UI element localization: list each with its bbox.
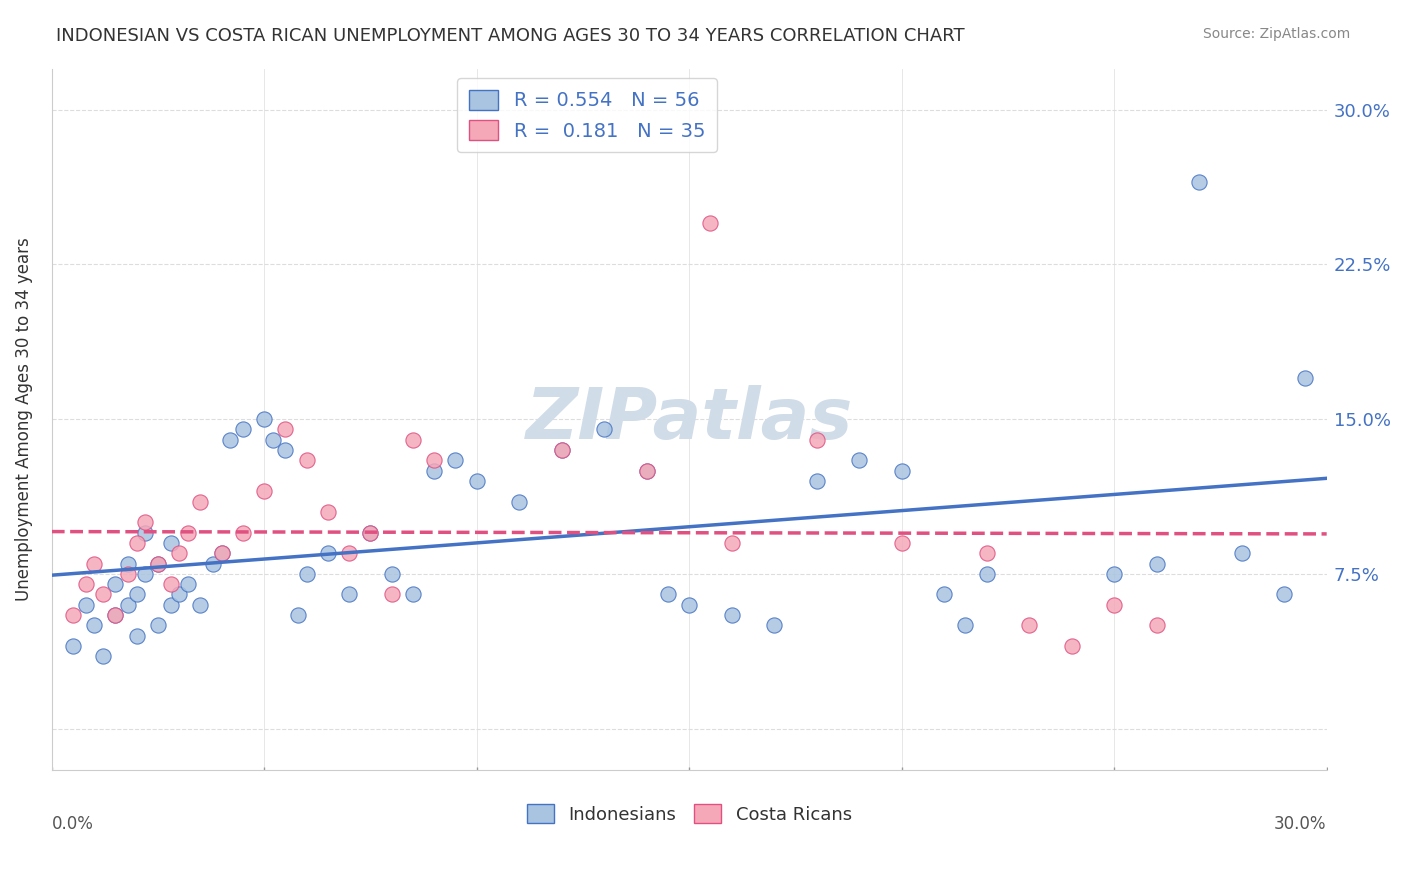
Point bbox=[1146, 557, 1168, 571]
Point bbox=[83, 618, 105, 632]
Point bbox=[551, 443, 574, 458]
Point bbox=[381, 587, 404, 601]
Point bbox=[636, 464, 658, 478]
Point bbox=[104, 577, 127, 591]
Point bbox=[806, 433, 828, 447]
Point bbox=[976, 566, 998, 581]
Point bbox=[134, 566, 156, 581]
Point bbox=[134, 515, 156, 529]
Point bbox=[125, 536, 148, 550]
Point bbox=[117, 566, 139, 581]
Point bbox=[848, 453, 870, 467]
Y-axis label: Unemployment Among Ages 30 to 34 years: Unemployment Among Ages 30 to 34 years bbox=[15, 237, 32, 601]
Point bbox=[295, 566, 318, 581]
Point bbox=[636, 464, 658, 478]
Point bbox=[699, 216, 721, 230]
Point bbox=[253, 484, 276, 499]
Text: 30.0%: 30.0% bbox=[1274, 815, 1327, 833]
Point bbox=[190, 598, 212, 612]
Point bbox=[316, 505, 339, 519]
Point bbox=[146, 618, 169, 632]
Point bbox=[232, 525, 254, 540]
Point bbox=[211, 546, 233, 560]
Point bbox=[508, 494, 530, 508]
Point bbox=[720, 536, 742, 550]
Point bbox=[62, 608, 84, 623]
Point bbox=[62, 639, 84, 653]
Point bbox=[295, 453, 318, 467]
Point bbox=[360, 525, 382, 540]
Point bbox=[402, 433, 425, 447]
Point bbox=[337, 587, 360, 601]
Point bbox=[763, 618, 786, 632]
Point bbox=[159, 577, 181, 591]
Point bbox=[1146, 618, 1168, 632]
Point bbox=[274, 443, 297, 458]
Point bbox=[104, 608, 127, 623]
Point bbox=[934, 587, 956, 601]
Point bbox=[720, 608, 742, 623]
Point bbox=[890, 536, 912, 550]
Point bbox=[104, 608, 127, 623]
Point bbox=[83, 557, 105, 571]
Point bbox=[146, 557, 169, 571]
Point bbox=[1102, 598, 1125, 612]
Point bbox=[202, 557, 225, 571]
Point bbox=[444, 453, 467, 467]
Point bbox=[402, 587, 425, 601]
Point bbox=[75, 577, 97, 591]
Point bbox=[337, 546, 360, 560]
Point bbox=[125, 629, 148, 643]
Point bbox=[976, 546, 998, 560]
Point bbox=[465, 474, 488, 488]
Legend: Indonesians, Costa Ricans: Indonesians, Costa Ricans bbox=[519, 797, 859, 830]
Point bbox=[1018, 618, 1040, 632]
Point bbox=[134, 525, 156, 540]
Text: ZIPatlas: ZIPatlas bbox=[526, 384, 853, 454]
Point bbox=[287, 608, 309, 623]
Point bbox=[211, 546, 233, 560]
Point bbox=[1188, 175, 1211, 189]
Point bbox=[253, 412, 276, 426]
Point bbox=[423, 453, 446, 467]
Point bbox=[167, 587, 190, 601]
Point bbox=[657, 587, 679, 601]
Point bbox=[1060, 639, 1083, 653]
Point bbox=[125, 587, 148, 601]
Point bbox=[177, 577, 200, 591]
Point bbox=[159, 536, 181, 550]
Point bbox=[274, 422, 297, 436]
Point bbox=[1294, 371, 1316, 385]
Point bbox=[316, 546, 339, 560]
Point bbox=[806, 474, 828, 488]
Point bbox=[146, 557, 169, 571]
Point bbox=[423, 464, 446, 478]
Point bbox=[159, 598, 181, 612]
Text: INDONESIAN VS COSTA RICAN UNEMPLOYMENT AMONG AGES 30 TO 34 YEARS CORRELATION CHA: INDONESIAN VS COSTA RICAN UNEMPLOYMENT A… bbox=[56, 27, 965, 45]
Point bbox=[190, 494, 212, 508]
Text: 0.0%: 0.0% bbox=[52, 815, 94, 833]
Point bbox=[890, 464, 912, 478]
Point bbox=[75, 598, 97, 612]
Point bbox=[262, 433, 284, 447]
Point bbox=[381, 566, 404, 581]
Text: Source: ZipAtlas.com: Source: ZipAtlas.com bbox=[1202, 27, 1350, 41]
Point bbox=[360, 525, 382, 540]
Point bbox=[1102, 566, 1125, 581]
Point bbox=[91, 649, 114, 664]
Point bbox=[219, 433, 242, 447]
Point bbox=[593, 422, 616, 436]
Point bbox=[1230, 546, 1253, 560]
Point bbox=[117, 598, 139, 612]
Point bbox=[1272, 587, 1295, 601]
Point bbox=[678, 598, 700, 612]
Point bbox=[91, 587, 114, 601]
Point bbox=[551, 443, 574, 458]
Point bbox=[177, 525, 200, 540]
Point bbox=[117, 557, 139, 571]
Point bbox=[232, 422, 254, 436]
Point bbox=[167, 546, 190, 560]
Point bbox=[955, 618, 977, 632]
